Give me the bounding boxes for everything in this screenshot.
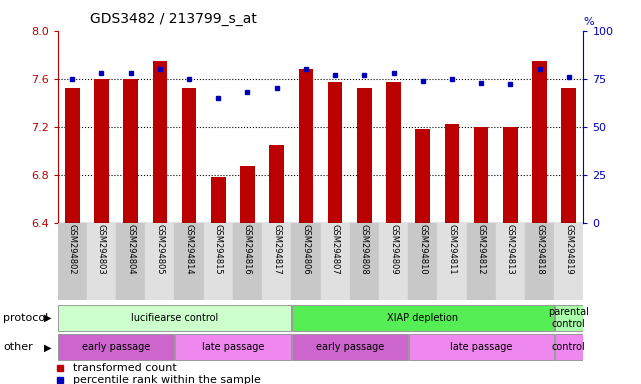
Bar: [94, 79, 109, 384]
Bar: [562, 88, 576, 384]
Bar: [328, 82, 342, 384]
Bar: [445, 124, 459, 384]
Text: late passage: late passage: [202, 342, 264, 353]
Bar: [437, 223, 467, 300]
Bar: [116, 223, 146, 300]
Text: GSM294819: GSM294819: [564, 224, 573, 275]
Bar: [58, 223, 87, 300]
Text: GSM294812: GSM294812: [477, 224, 486, 275]
Bar: [292, 305, 554, 331]
Bar: [495, 223, 525, 300]
Text: XIAP depletion: XIAP depletion: [387, 313, 458, 323]
Text: early passage: early passage: [315, 342, 384, 353]
Text: protocol: protocol: [3, 313, 49, 323]
Bar: [299, 69, 313, 384]
Bar: [387, 82, 401, 384]
Text: parental
control: parental control: [548, 307, 589, 329]
Bar: [240, 166, 255, 384]
Bar: [124, 79, 138, 384]
Bar: [211, 177, 226, 384]
Text: GSM294805: GSM294805: [155, 224, 164, 275]
Bar: [58, 334, 174, 360]
Bar: [409, 334, 554, 360]
Bar: [87, 223, 116, 300]
Text: GSM294807: GSM294807: [331, 224, 340, 275]
Bar: [350, 223, 379, 300]
Bar: [415, 129, 430, 384]
Bar: [204, 223, 233, 300]
Text: transformed count: transformed count: [74, 363, 177, 373]
Bar: [58, 305, 291, 331]
Text: GSM294802: GSM294802: [68, 224, 77, 275]
Text: GSM294815: GSM294815: [214, 224, 223, 275]
Text: ▶: ▶: [44, 342, 51, 353]
Bar: [379, 223, 408, 300]
Bar: [175, 334, 291, 360]
Bar: [292, 334, 408, 360]
Text: lucifiearse control: lucifiearse control: [131, 313, 218, 323]
Bar: [174, 223, 204, 300]
Text: ▶: ▶: [44, 313, 51, 323]
Bar: [554, 334, 583, 360]
Bar: [467, 223, 495, 300]
Bar: [554, 223, 583, 300]
Bar: [262, 223, 291, 300]
Bar: [357, 88, 372, 384]
Bar: [474, 127, 488, 384]
Text: late passage: late passage: [450, 342, 512, 353]
Text: GSM294806: GSM294806: [301, 224, 310, 275]
Text: GSM294813: GSM294813: [506, 224, 515, 275]
Text: GSM294803: GSM294803: [97, 224, 106, 275]
Bar: [65, 88, 79, 384]
Text: other: other: [3, 342, 33, 353]
Text: early passage: early passage: [82, 342, 150, 353]
Text: GDS3482 / 213799_s_at: GDS3482 / 213799_s_at: [90, 12, 256, 25]
Bar: [554, 305, 583, 331]
Bar: [408, 223, 437, 300]
Bar: [269, 145, 284, 384]
Bar: [525, 223, 554, 300]
Text: percentile rank within the sample: percentile rank within the sample: [74, 375, 262, 384]
Text: GSM294814: GSM294814: [185, 224, 194, 275]
Text: GSM294817: GSM294817: [272, 224, 281, 275]
Text: GSM294816: GSM294816: [243, 224, 252, 275]
Bar: [146, 223, 174, 300]
Bar: [233, 223, 262, 300]
Text: GSM294818: GSM294818: [535, 224, 544, 275]
Text: GSM294804: GSM294804: [126, 224, 135, 275]
Text: %: %: [583, 17, 594, 27]
Bar: [153, 61, 167, 384]
Text: GSM294808: GSM294808: [360, 224, 369, 275]
Bar: [291, 223, 320, 300]
Bar: [320, 223, 350, 300]
Text: GSM294811: GSM294811: [447, 224, 456, 275]
Text: control: control: [552, 342, 586, 353]
Bar: [532, 61, 547, 384]
Text: GSM294809: GSM294809: [389, 224, 398, 275]
Bar: [503, 127, 518, 384]
Bar: [182, 88, 196, 384]
Text: GSM294810: GSM294810: [418, 224, 427, 275]
